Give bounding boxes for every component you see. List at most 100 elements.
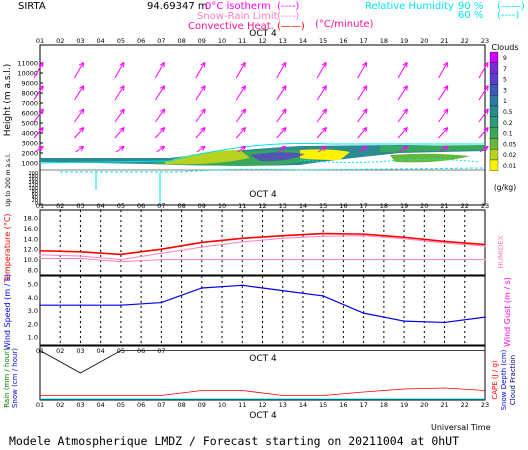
height-lower-axis-label: Up to 200 m a.s.l. — [5, 153, 12, 206]
hour-bottom-label: 16 — [339, 401, 347, 409]
wind-arrow-head — [79, 61, 84, 66]
cloud-band-low — [390, 153, 470, 163]
lower-height-tick-label: 40 — [32, 195, 38, 201]
wind-arrow-head — [161, 146, 166, 151]
cape-axis-label: CAPE (J / g) — [491, 360, 499, 400]
temperature-point — [241, 258, 244, 261]
height-tick-label: 2000 — [21, 150, 38, 158]
wind-point — [120, 304, 122, 307]
wind-arrow-head — [402, 127, 408, 130]
wind-tick-label: 5.0 — [28, 281, 38, 289]
wind-arrow-head — [160, 108, 165, 112]
wind-arrow — [195, 127, 206, 139]
temperature-tick-label: 8.0 — [28, 267, 38, 275]
lower-height-tick-label: 20 — [32, 198, 38, 204]
hour-top-label: 03 — [76, 37, 84, 45]
cloud-fraction-axis-label: Cloud Fraction — [509, 355, 517, 405]
wind-arrow — [397, 85, 408, 101]
wind-arrow-head — [159, 127, 165, 130]
cloud-legend-level: 0.05 — [503, 141, 517, 148]
hour-bottom-label: 14 — [299, 401, 307, 409]
wind-arrow-head — [200, 61, 206, 66]
cloud-legend-swatch — [489, 138, 499, 150]
height-tick-label: 10000 — [17, 70, 38, 78]
cloud-legend-swatch — [489, 116, 499, 128]
humidity-contour-low — [299, 158, 481, 163]
wind-arrow-head — [325, 108, 327, 114]
wind-arrow-head — [483, 127, 489, 130]
station-elevation: 94.69347 m — [147, 1, 208, 12]
temperature-panel: OCT 4 01 02 03 04 05 06 07 08 09 10 11 12 13 14 15 16 17 1… — [24, 190, 489, 276]
height-tick-label: 6000 — [21, 110, 38, 118]
cloud-legend-unit: (g/kg) — [494, 183, 516, 192]
cloud-legend-swatch — [489, 73, 499, 85]
wind-arrow-head — [444, 146, 449, 151]
wind-arrow-head — [405, 127, 408, 133]
wind-arrow — [195, 62, 206, 79]
cloud-legend-swatch — [489, 149, 499, 161]
hour-top-label: 07 — [157, 37, 165, 45]
cloud-legend-title: Clouds — [491, 43, 518, 52]
wind-arrow-head — [362, 85, 368, 89]
wind-arrow — [196, 145, 206, 153]
temperature-tick-label: 12.0 — [24, 246, 38, 254]
height-panel-frame — [39, 44, 486, 206]
hour-top-label: 21 — [440, 37, 448, 45]
wind-arrow — [114, 127, 125, 139]
temperature-tick-label: 10.0 — [24, 256, 38, 264]
height-tick-label: 7000 — [21, 100, 38, 108]
wind-point — [79, 304, 82, 307]
wind-point — [201, 287, 203, 289]
wind-arrow-head — [38, 85, 44, 89]
hour-top-label: 17 — [359, 37, 367, 45]
lower-height-tick-label: 120 — [28, 183, 38, 189]
hour-bottom-label: 11 — [238, 401, 246, 409]
wind-arrow-head — [446, 108, 449, 114]
temperature-point — [79, 251, 82, 253]
wind-arrow-head — [280, 145, 287, 148]
snow-axis-label: Snow (cm / hour) — [11, 348, 19, 408]
temperature-point — [120, 260, 122, 263]
hour-top-label: 13 — [279, 37, 287, 45]
wind-arrow-head — [119, 61, 125, 66]
hour-rain-top-label: 06 — [137, 347, 145, 355]
wind-arrow — [357, 127, 368, 139]
wind-arrow-head — [41, 127, 44, 133]
temperature-point — [403, 236, 405, 239]
wind-point — [160, 301, 163, 304]
cloud-legend-swatch — [489, 84, 499, 96]
wind-arrow — [397, 127, 408, 139]
wind-arrow-head — [283, 146, 287, 151]
wind-arrow-head — [402, 61, 408, 66]
height-tick-label: 11000 — [17, 60, 38, 68]
hour-bottom-label: 20 — [420, 401, 428, 409]
wind-arrow-head — [163, 85, 166, 91]
wind-arrow — [397, 108, 408, 123]
legend-isotherm-line: (----) — [277, 1, 299, 12]
hour-mid-label: 20 — [420, 202, 428, 210]
temperature-point — [201, 246, 203, 248]
wind-arrow-head — [240, 85, 246, 89]
wind-point — [443, 321, 446, 324]
hour-top-label: 18 — [380, 37, 388, 45]
hour-mid-label: 11 — [238, 202, 246, 210]
wind-arrow — [235, 62, 246, 79]
wind-arrow-head — [362, 108, 368, 112]
height-tick-label: 3000 — [21, 140, 38, 148]
hour-mid-label: 01 — [36, 202, 44, 210]
temperature-point — [79, 257, 82, 260]
wind-point — [403, 320, 405, 322]
hour-bottom-label: 21 — [440, 401, 448, 409]
hour-bottom-label: 12 — [258, 401, 266, 409]
wind-arrow-head — [122, 108, 125, 114]
wind-arrow-head — [284, 127, 287, 133]
rain-panel-frame — [39, 345, 486, 401]
wind-arrow-head — [122, 85, 125, 91]
wind-arrow-head — [78, 127, 84, 130]
hour-rain-top-label: 07 — [157, 347, 165, 355]
wind-arrow-head — [284, 85, 287, 91]
wind-arrow — [438, 127, 449, 139]
wind-arrow — [316, 108, 327, 123]
legend-snow-rain-line: (----) — [277, 11, 299, 22]
wind-arrow — [398, 145, 408, 153]
